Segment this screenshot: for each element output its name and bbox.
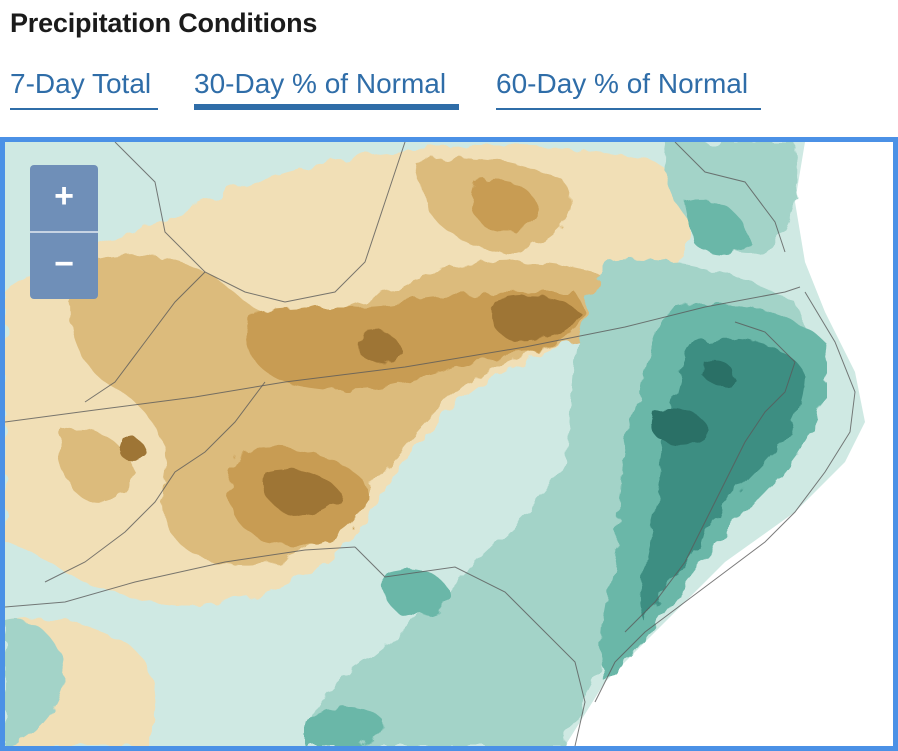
zoom-control: + −: [30, 165, 98, 299]
dry-dark-patch-2: [263, 468, 340, 516]
tab-bar: 7-Day Total 30-Day % of Normal 60-Day % …: [0, 64, 898, 112]
wet-patch-south: [305, 707, 385, 746]
va-border-north: [284, 142, 406, 303]
page-title: Precipitation Conditions: [10, 8, 318, 38]
dry-patch-north: [470, 178, 540, 232]
dry-mid-patch-west: [59, 429, 135, 503]
wet-darkest-patch-2: [703, 360, 734, 384]
nc-sc-border-west: [5, 546, 356, 608]
map-canvas[interactable]: [5, 142, 893, 746]
nc-sc-border-east: [354, 546, 586, 746]
tab-60-day-percent-of-normal[interactable]: 60-Day % of Normal: [496, 64, 761, 110]
wet-darkest-patch: [651, 408, 710, 446]
dry-dark-patch-4: [119, 436, 146, 461]
chesapeake-shore: [674, 142, 786, 253]
zoom-in-button[interactable]: +: [30, 165, 98, 233]
tab-7-day-total[interactable]: 7-Day Total: [10, 64, 158, 110]
tn-nc-border: [44, 381, 266, 583]
wet-dark-area: [640, 338, 805, 622]
tn-va-border: [84, 271, 206, 403]
dry-dark-patch-1: [491, 296, 580, 341]
dry-dark-patch-3: [357, 330, 400, 362]
va-nc-border: [5, 286, 801, 423]
zoom-out-button[interactable]: −: [54, 245, 74, 283]
wet-patch-central: [382, 568, 450, 616]
precipitation-map[interactable]: [0, 137, 898, 751]
wv-va-border: [114, 142, 286, 303]
wet-light-area-west: [5, 620, 65, 746]
state-borders: [5, 142, 856, 746]
tab-30-day-percent-of-normal[interactable]: 30-Day % of Normal: [194, 64, 459, 110]
ocean-area: [565, 142, 893, 746]
outer-banks-coast: [594, 291, 856, 703]
nc-sound-shore: [624, 321, 796, 633]
wet-patch-north: [685, 199, 750, 256]
